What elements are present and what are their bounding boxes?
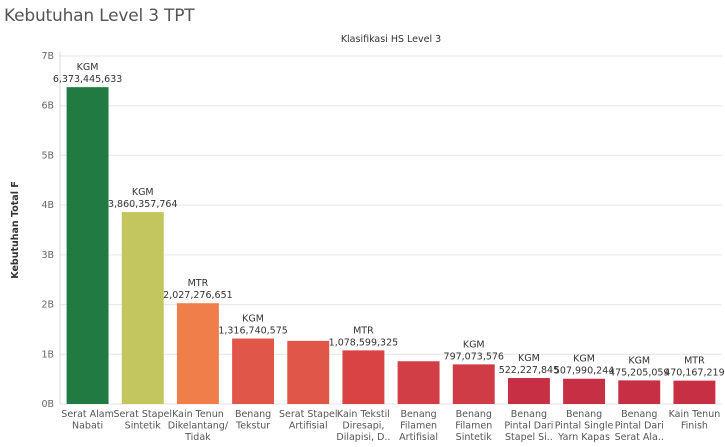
x-category-label-line: Diresapi, [342, 421, 384, 432]
page-title: Kebutuhan Level 3 TPT [4, 6, 195, 26]
bar[interactable] [563, 378, 606, 404]
bar-value-label: 507,990,244 [554, 366, 614, 377]
x-category-label-line: Artifisial [399, 432, 438, 443]
x-category-label-line: Sintetik [125, 421, 162, 432]
bar[interactable] [121, 212, 164, 404]
data-labels-layer: KGM6,373,445,633KGM3,860,357,764MTR2,027… [53, 62, 725, 378]
bars-layer [66, 87, 716, 404]
x-category-label: Benang Pintal Dari Stapel Si.. [504, 409, 553, 443]
bar-unit-label: KGM [628, 355, 650, 366]
x-category-label-line: Serat Stapel [279, 409, 337, 420]
x-category-label: Kain Tenun Dikelantang/Tidak [168, 409, 229, 443]
bar-unit-label: MTR [353, 325, 374, 336]
bar[interactable] [232, 338, 275, 404]
x-category-label: Serat Alam Nabati [61, 409, 114, 432]
bar[interactable] [507, 378, 550, 404]
x-category-label-line: Tekstur [235, 421, 270, 432]
y-tick-label: 5B [41, 150, 54, 161]
x-category-label-line: Benang [400, 409, 436, 420]
x-category-label-line: Yarn Kapas [557, 432, 610, 443]
x-category-label-line: Dikelantang/ [168, 421, 229, 432]
x-category-label-line: Benang [235, 409, 271, 420]
x-category-label: Benang Pintal Dari Serat Ala.. [615, 409, 664, 443]
x-category-label-line: Benang [456, 409, 492, 420]
x-category-label-line: Benang [566, 409, 602, 420]
bar-value-label: 522,227,845 [499, 365, 559, 376]
x-category-label-line: Kain Tekstil [337, 409, 390, 420]
y-tick-label: 2B [41, 300, 54, 311]
bar-unit-label: KGM [77, 62, 99, 73]
bar-value-label: 3,860,357,764 [108, 199, 178, 210]
x-category-label-line: Pintal Dari [504, 421, 553, 432]
bar[interactable] [176, 303, 219, 404]
x-category-label-line: Serat Stapel [114, 409, 172, 420]
x-category-label: Serat Stapel Artifisial [279, 409, 337, 432]
x-category-label-line: Filamen [400, 421, 437, 432]
x-category-label-line: Kain Tenun [669, 409, 721, 420]
x-category-label-line: Tidak [184, 432, 211, 443]
x-category-label: Kain Tekstil Diresapi, Dilapisi, D.. [336, 409, 390, 443]
y-tick-label: 3B [41, 250, 54, 261]
x-category-label: Benang Tekstur [235, 409, 271, 432]
y-axis-title: Kebutuhan Total F [10, 181, 21, 279]
bar-value-label: 1,078,599,325 [329, 337, 399, 348]
x-category-label-line: Sintetik [456, 432, 493, 443]
bar-value-label: 2,027,276,651 [163, 290, 233, 301]
chart-header-title: Klasifikasi HS Level 3 [341, 34, 441, 45]
bar-value-label: 6,373,445,633 [53, 74, 123, 85]
y-tick-label: 4B [41, 200, 54, 211]
y-tick-label: 1B [41, 349, 54, 360]
bar-unit-label: MTR [188, 278, 209, 289]
bar-value-label: 1,316,740,575 [218, 326, 288, 337]
grid-layer [59, 52, 722, 405]
x-category-label: Benang Filamen Sintetik [455, 409, 492, 443]
x-category-label-line: Benang [621, 409, 657, 420]
bar[interactable] [397, 361, 440, 404]
bar[interactable] [287, 340, 330, 404]
y-tick-label: 6B [41, 101, 54, 112]
x-category-label-line: Serat Alam [61, 409, 114, 420]
x-category-label-line: Kain Tenun [172, 409, 224, 420]
bar-unit-label: KGM [242, 314, 264, 325]
x-category-label: Serat Stapel Sintetik [114, 409, 172, 432]
x-category-label-line: Artifisial [289, 421, 328, 432]
bar-value-label: 797,073,576 [444, 351, 504, 362]
bar-unit-label: MTR [684, 356, 705, 367]
x-category-label: Benang Pintal Single Yarn Kapas [555, 409, 614, 443]
bar[interactable] [618, 380, 661, 404]
x-category-label-line: Finish [681, 421, 708, 432]
x-category-label: Benang Filamen Artifisial [399, 409, 438, 443]
x-category-label-line: Dilapisi, D.. [336, 432, 390, 443]
bar[interactable] [342, 350, 385, 404]
bar-value-label: 470,167,219 [664, 368, 724, 379]
bar-unit-label: KGM [518, 353, 540, 364]
y-axis-ticks: 0B 1B 2B 3B 4B 5B 6B 7B [41, 51, 54, 410]
x-category-label-line: Benang [511, 409, 547, 420]
bar-unit-label: KGM [132, 187, 154, 198]
bar-unit-label: KGM [463, 339, 485, 350]
bar[interactable] [452, 364, 495, 404]
bar[interactable] [673, 380, 716, 404]
x-category-label-line: Serat Ala.. [615, 432, 664, 443]
x-category-label-line: Nabati [72, 421, 103, 432]
x-category-label-line: Stapel Si.. [505, 432, 553, 443]
x-category-label-line: Pintal Dari [615, 421, 664, 432]
bar[interactable] [66, 87, 109, 404]
y-tick-label: 7B [41, 51, 54, 62]
x-category-label: Kain Tenun Finish [669, 409, 721, 432]
x-category-label-line: Pintal Single [555, 421, 614, 432]
x-category-label-line: Filamen [455, 421, 492, 432]
bar-value-label: 475,205,059 [609, 367, 669, 378]
bar-unit-label: KGM [573, 354, 595, 365]
y-tick-label: 0B [41, 399, 54, 410]
